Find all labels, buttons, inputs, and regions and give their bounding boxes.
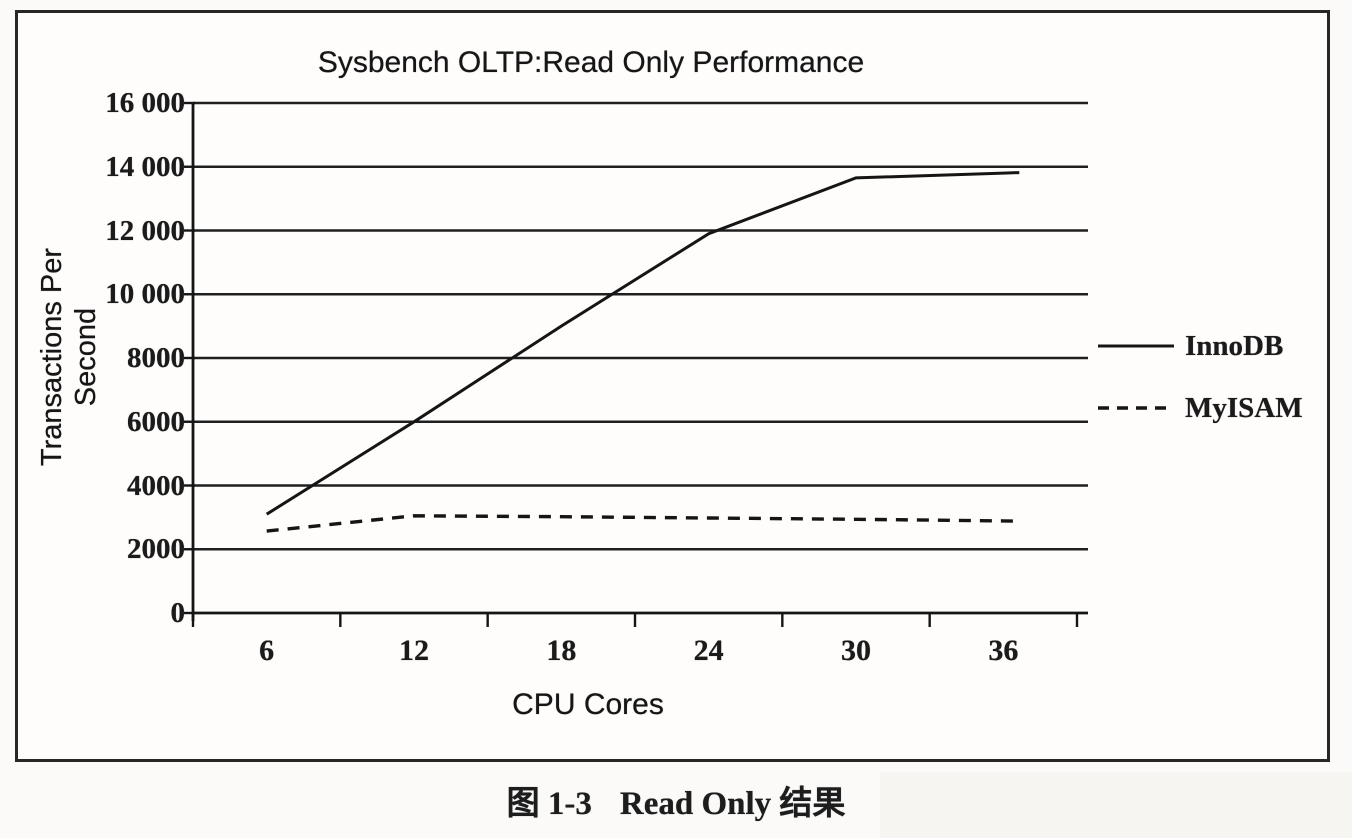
y-tick-label: 12 000 [105,214,185,247]
y-tick-label: 10 000 [105,278,185,311]
solid-line-sample-icon [1098,344,1174,348]
legend: InnoDB MyISAM [1096,330,1352,460]
y-tick-label: 4000 [127,469,185,502]
x-axis-title: CPU Cores [512,688,664,721]
y-tick-label: 16 000 [105,87,185,119]
legend-item-innodb: InnoDB [1096,330,1283,362]
chart-title: Sysbench OLTP:Read Only Performance [317,46,865,79]
x-tick-label: 18 [546,634,577,667]
figure-caption-text: Read Only 结果 [619,786,846,822]
y-tick-label: 14 000 [105,150,185,183]
dashed-line-sample-icon [1098,406,1174,410]
x-tick-label: 24 [693,634,724,667]
x-tick-label: 12 [399,634,429,667]
figure-caption: 图 1-3 Read Only 结果 [0,776,1352,824]
y-tick-label: 0 [170,597,186,629]
y-tick-label: 8000 [127,342,185,374]
y-tick-label: 6000 [127,405,185,438]
y-axis-title: Transactions Per Second [36,247,102,467]
scan-artifact [880,772,1352,838]
figure-caption-label: 图 1-3 [506,786,592,822]
legend-item-myisam: MyISAM [1096,392,1303,424]
y-tick-label: 2000 [127,533,185,566]
x-tick-label: 36 [988,634,1019,667]
legend-label: InnoDB [1185,329,1284,362]
x-tick-label: 6 [259,634,275,667]
legend-label: MyISAM [1185,391,1303,424]
x-tick-label: 30 [841,634,871,667]
